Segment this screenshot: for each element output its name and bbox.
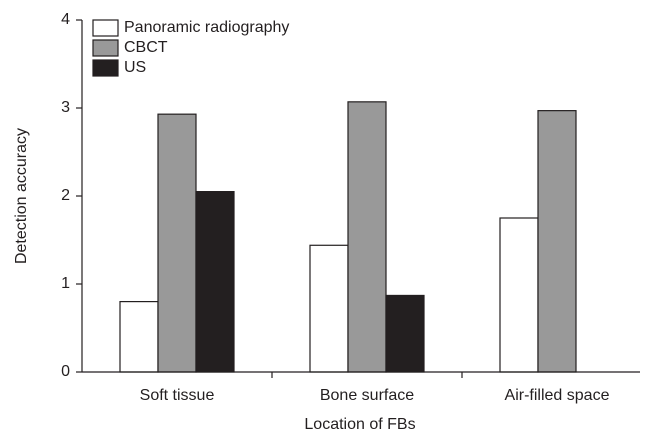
legend-swatch [92,39,119,57]
x-tick-label: Soft tissue [140,387,215,404]
x-axis-label: Location of FBs [304,416,415,433]
y-tick-label: 1 [61,275,70,292]
y-axis-label: Detection accuracy [13,128,30,264]
bar [309,244,349,373]
legend-label: CBCT [124,39,168,56]
y-tick-label: 0 [61,363,70,380]
bar [499,217,539,373]
legend-label: Panoramic radiography [124,19,289,36]
x-tick-label: Bone surface [320,387,414,404]
legend-label: US [124,59,146,76]
legend-swatch [92,59,119,77]
bar [119,301,159,373]
legend-swatch [92,19,119,37]
bar [195,191,235,373]
x-tick-label: Air-filled space [505,387,610,404]
bar [157,113,197,373]
bar [537,110,577,373]
bar [385,294,425,373]
y-tick-label: 3 [61,99,70,116]
y-tick-label: 2 [61,187,70,204]
bar [347,101,387,373]
y-tick-label: 4 [61,11,70,28]
